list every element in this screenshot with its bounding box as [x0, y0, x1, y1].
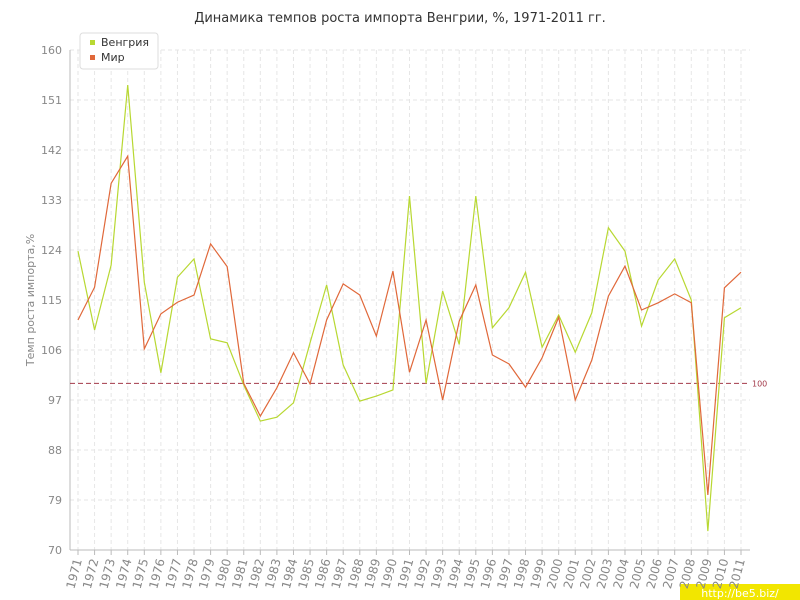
y-tick-label: 151 — [41, 94, 62, 107]
y-tick-label: 133 — [41, 194, 62, 207]
y-axis-label: Темп роста импорта,% — [24, 234, 37, 367]
y-tick-label: 70 — [48, 544, 62, 557]
legend-label: Мир — [101, 51, 125, 64]
y-tick-label: 142 — [41, 144, 62, 157]
y-tick-label: 106 — [41, 344, 62, 357]
legend-swatch — [90, 55, 95, 60]
series-line — [77, 154, 742, 496]
y-tick-label: 124 — [41, 244, 62, 257]
y-tick-label: 115 — [41, 294, 62, 307]
y-tick-label: 97 — [48, 394, 62, 407]
legend: Венгрия Мир — [79, 32, 159, 70]
legend-swatch — [90, 40, 95, 45]
legend-label: Венгрия — [101, 36, 149, 49]
series-line — [77, 84, 742, 532]
chart-title: Динамика темпов роста импорта Венгрии, %… — [194, 11, 606, 26]
reference-label: 100 — [752, 379, 767, 388]
watermark-bg — [680, 584, 800, 600]
watermark: http://be5.biz/ — [701, 587, 779, 600]
legend-box — [79, 32, 159, 70]
y-tick-label: 160 — [41, 44, 62, 57]
y-tick-label: 79 — [48, 494, 62, 507]
y-tick-label: 88 — [48, 444, 62, 457]
